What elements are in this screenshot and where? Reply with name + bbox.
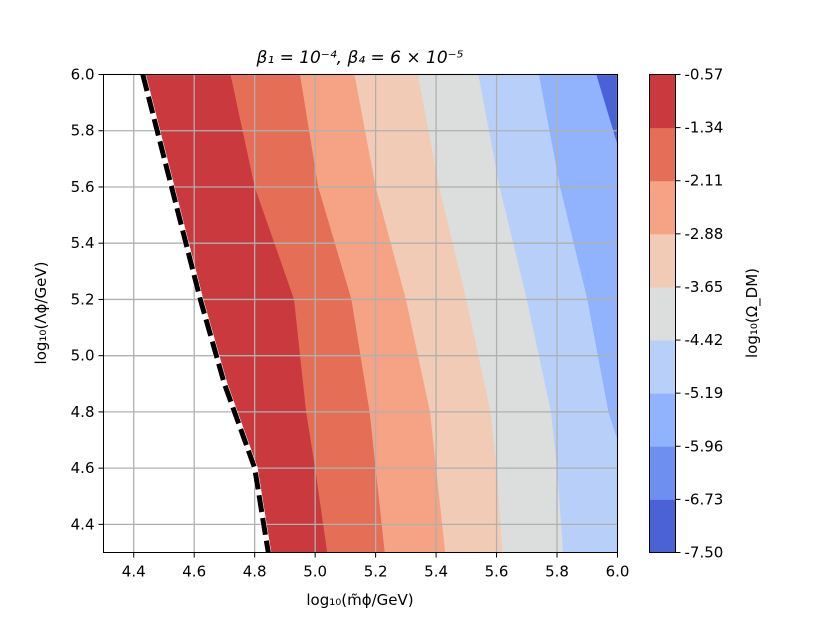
y-tick-label: 4.4 [71,515,95,533]
colorbar-swatch [649,446,676,500]
colorbar-swatch [649,340,676,394]
y-tick-label: 4.6 [71,459,95,477]
colorbar-swatch [649,499,676,553]
colorbar-tick-label: -2.88 [685,225,724,243]
plot-area [103,74,618,553]
colorbar-frame [649,74,676,553]
x-tick-label: 5.8 [545,563,569,581]
y-axis-ticks: 4.4 4.6 4.8 5.0 5.2 5.4 5.6 5.8 6.0 [71,66,104,533]
x-tick-label: 5.0 [303,563,327,581]
colorbar-tick-label: -3.65 [685,278,724,296]
chart-title: β₁ = 10⁻⁴, β₄ = 6 × 10⁻⁵ [256,48,464,68]
colorbar-tick-label: -1.34 [685,119,724,137]
x-tick-label: 4.4 [122,563,146,581]
y-tick-label: 5.4 [71,234,95,252]
colorbar-tick-label: -2.11 [685,172,724,190]
x-tick-label: 4.8 [243,563,267,581]
colorbar-tick-label: -4.42 [685,331,724,349]
colorbar-swatch [649,286,676,341]
colorbar-swatch [649,74,676,129]
y-axis-label: log₁₀(Λϕ/GeV) [32,262,50,365]
x-tick-label: 5.2 [364,563,388,581]
colorbar-tick-label: -7.50 [685,544,724,562]
colorbar-tick-label: -0.57 [685,66,724,84]
colorbar-swatch [649,180,676,235]
x-tick-label: 6.0 [606,563,630,581]
x-tick-label: 5.4 [424,563,448,581]
colorbar-swatch [649,127,676,182]
y-tick-label: 5.6 [71,178,95,196]
colorbar-tick-label: -6.73 [685,490,724,508]
x-tick-label: 5.6 [485,563,509,581]
colorbar-swatch [649,393,676,447]
x-axis-label: log₁₀(m̃ϕ/GeV) [306,591,413,609]
colorbar-tick-label: -5.96 [685,437,724,455]
excluded-region-boundary [139,73,272,553]
colorbar: -7.50 -6.73 -5.96 -5.19 -4.42 -3.65 -2.88 -2.11… [649,66,724,562]
excluded-region [103,74,269,553]
y-tick-label: 5.2 [71,290,95,308]
x-axis-ticks: 4.4 4.6 4.8 5.0 5.2 5.4 5.6 5.8 6.0 [122,552,630,581]
y-tick-label: 4.8 [71,403,95,421]
y-tick-label: 5.0 [71,347,95,365]
x-tick-label: 4.6 [182,563,206,581]
colorbar-tick-label: -5.19 [685,384,724,402]
plot-frame [103,74,618,553]
y-tick-label: 5.8 [71,122,95,140]
y-tick-label: 6.0 [71,66,95,84]
boundary-dashed-line [140,73,271,553]
colorbar-label: log₁₀(Ω_DM) [743,268,762,358]
colorbar-swatch [649,233,676,288]
